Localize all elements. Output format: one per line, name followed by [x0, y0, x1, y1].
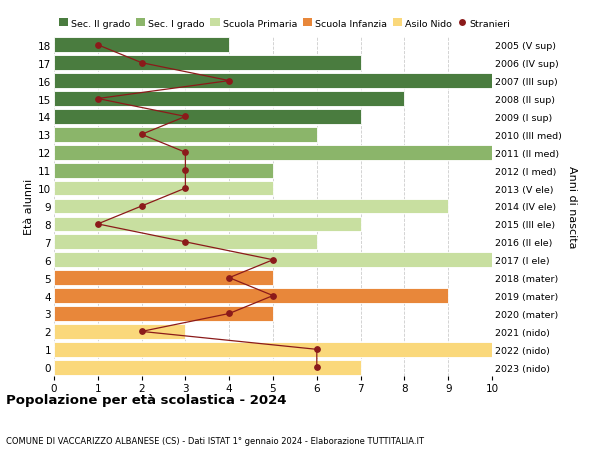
Bar	[54, 217, 361, 232]
Y-axis label: Anni di nascita: Anni di nascita	[567, 165, 577, 248]
Point	[312, 346, 322, 353]
Point	[93, 42, 103, 49]
Point	[181, 185, 190, 192]
Point	[181, 113, 190, 121]
Bar	[54, 253, 492, 268]
Point	[312, 364, 322, 371]
Text: Popolazione per età scolastica - 2024: Popolazione per età scolastica - 2024	[6, 393, 287, 406]
Bar	[54, 360, 361, 375]
Bar	[54, 56, 361, 71]
Bar	[54, 74, 492, 89]
Legend: Sec. II grado, Sec. I grado, Scuola Primaria, Scuola Infanzia, Asilo Nido, Stran: Sec. II grado, Sec. I grado, Scuola Prim…	[59, 19, 511, 28]
Point	[224, 274, 234, 282]
Bar	[54, 163, 273, 178]
Point	[181, 149, 190, 157]
Bar	[54, 235, 317, 250]
Bar	[54, 325, 185, 339]
Point	[137, 131, 146, 139]
Point	[268, 292, 278, 300]
Bar	[54, 128, 317, 142]
Bar	[54, 181, 273, 196]
Text: COMUNE DI VACCARIZZO ALBANESE (CS) - Dati ISTAT 1° gennaio 2024 - Elaborazione T: COMUNE DI VACCARIZZO ALBANESE (CS) - Dat…	[6, 436, 424, 445]
Bar	[54, 110, 361, 124]
Point	[181, 167, 190, 174]
Bar	[54, 199, 448, 214]
Point	[181, 239, 190, 246]
Point	[268, 257, 278, 264]
Point	[224, 310, 234, 318]
Bar	[54, 289, 448, 303]
Bar	[54, 307, 273, 321]
Bar	[54, 146, 492, 160]
Y-axis label: Età alunni: Età alunni	[24, 179, 34, 235]
Point	[93, 95, 103, 103]
Bar	[54, 39, 229, 53]
Point	[93, 221, 103, 228]
Bar	[54, 342, 492, 357]
Point	[137, 203, 146, 210]
Bar	[54, 271, 273, 285]
Point	[137, 328, 146, 336]
Bar	[54, 92, 404, 106]
Point	[224, 78, 234, 85]
Point	[137, 60, 146, 67]
